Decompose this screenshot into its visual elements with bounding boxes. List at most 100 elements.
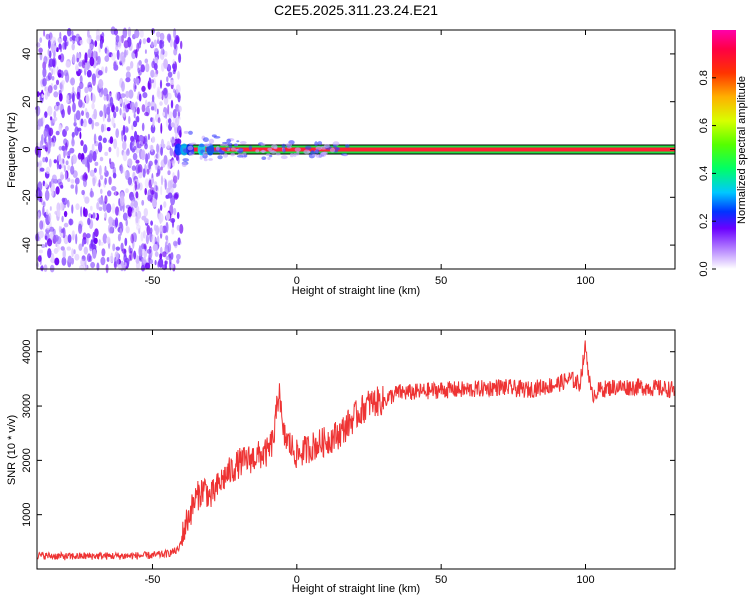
signal-spread-point bbox=[267, 147, 273, 151]
noise-point bbox=[135, 49, 138, 59]
noise-point bbox=[131, 200, 135, 206]
noise-point bbox=[97, 70, 103, 76]
noise-point bbox=[62, 197, 68, 205]
noise-point bbox=[73, 249, 76, 255]
noise-point bbox=[160, 146, 164, 156]
noise-point bbox=[99, 110, 103, 117]
noise-point bbox=[177, 92, 181, 103]
noise-point bbox=[139, 38, 142, 45]
noise-point bbox=[42, 67, 47, 78]
noise-point bbox=[130, 61, 134, 69]
noise-point bbox=[74, 37, 79, 42]
noise-point bbox=[63, 69, 69, 77]
noise-point bbox=[133, 250, 137, 260]
noise-point bbox=[71, 154, 77, 165]
noise-point bbox=[141, 104, 146, 113]
x-tick-label: -50 bbox=[145, 574, 161, 586]
noise-point bbox=[153, 39, 157, 48]
noise-point bbox=[103, 95, 107, 101]
noise-point bbox=[109, 161, 115, 170]
noise-point bbox=[94, 40, 98, 47]
noise-point bbox=[44, 182, 48, 188]
noise-point bbox=[144, 137, 147, 143]
noise-point bbox=[92, 150, 97, 162]
noise-point bbox=[154, 159, 158, 164]
noise-point bbox=[115, 91, 120, 101]
noise-point bbox=[81, 110, 84, 116]
signal-spread-point bbox=[289, 153, 294, 158]
noise-point bbox=[177, 169, 180, 180]
noise-point bbox=[145, 262, 151, 270]
noise-point bbox=[71, 95, 74, 101]
noise-point bbox=[101, 248, 106, 257]
noise-point bbox=[75, 110, 81, 121]
noise-point bbox=[170, 263, 175, 269]
noise-point bbox=[126, 127, 129, 133]
noise-point bbox=[100, 188, 103, 195]
noise-point bbox=[165, 82, 171, 87]
signal-spread-point bbox=[226, 138, 232, 144]
noise-point bbox=[78, 223, 83, 234]
noise-point bbox=[168, 118, 172, 124]
noise-point bbox=[53, 234, 59, 242]
noise-point bbox=[114, 190, 117, 196]
x-tick-label: 100 bbox=[576, 574, 594, 586]
noise-point bbox=[121, 81, 125, 92]
noise-point bbox=[159, 41, 165, 49]
noise-point bbox=[86, 154, 90, 165]
noise-point bbox=[115, 128, 119, 139]
noise-point bbox=[131, 124, 134, 131]
noise-point bbox=[63, 222, 69, 228]
noise-point bbox=[44, 147, 48, 152]
noise-point bbox=[143, 243, 147, 250]
noise-point bbox=[45, 33, 51, 40]
y-tick-label: 20 bbox=[21, 96, 33, 108]
noise-point bbox=[164, 241, 168, 250]
noise-point bbox=[144, 178, 150, 189]
noise-point bbox=[133, 200, 138, 208]
noise-point bbox=[154, 56, 159, 65]
noise-point bbox=[62, 35, 68, 42]
signal-spread-point bbox=[285, 143, 293, 147]
noise-point bbox=[173, 193, 179, 200]
noise-point bbox=[119, 108, 122, 116]
noise-point bbox=[92, 212, 96, 219]
noise-point bbox=[58, 54, 62, 60]
noise-point bbox=[144, 143, 148, 150]
noise-point bbox=[67, 234, 72, 244]
noise-point bbox=[174, 132, 179, 138]
signal-spread-point bbox=[261, 149, 265, 154]
noise-point bbox=[93, 237, 98, 244]
x-tick-label: 50 bbox=[435, 275, 447, 287]
noise-point bbox=[87, 48, 92, 59]
signal-spread-point bbox=[191, 149, 195, 155]
noise-point bbox=[128, 89, 134, 99]
noise-point bbox=[130, 101, 135, 111]
noise-point bbox=[125, 71, 131, 79]
noise-point bbox=[130, 196, 136, 202]
signal-spread-point bbox=[215, 146, 220, 151]
noise-point bbox=[175, 84, 181, 94]
noise-point bbox=[165, 194, 170, 199]
noise-point bbox=[67, 27, 72, 37]
noise-point bbox=[122, 124, 126, 136]
noise-point bbox=[102, 111, 105, 122]
noise-point bbox=[70, 184, 75, 189]
signal-spread-point bbox=[294, 147, 301, 152]
noise-point bbox=[163, 201, 167, 208]
noise-point bbox=[59, 202, 64, 211]
noise-point bbox=[82, 174, 85, 182]
noise-point bbox=[154, 244, 159, 252]
noise-point bbox=[150, 79, 155, 84]
snr-plot-area bbox=[37, 330, 675, 569]
noise-point bbox=[111, 186, 117, 191]
signal-spread-point bbox=[315, 154, 321, 158]
noise-point bbox=[168, 111, 173, 119]
noise-point bbox=[47, 72, 52, 81]
noise-point bbox=[163, 58, 169, 69]
noise-point bbox=[98, 206, 103, 211]
noise-point bbox=[132, 120, 138, 128]
noise-point bbox=[84, 173, 88, 181]
noise-point bbox=[67, 150, 71, 156]
noise-point bbox=[42, 157, 46, 163]
